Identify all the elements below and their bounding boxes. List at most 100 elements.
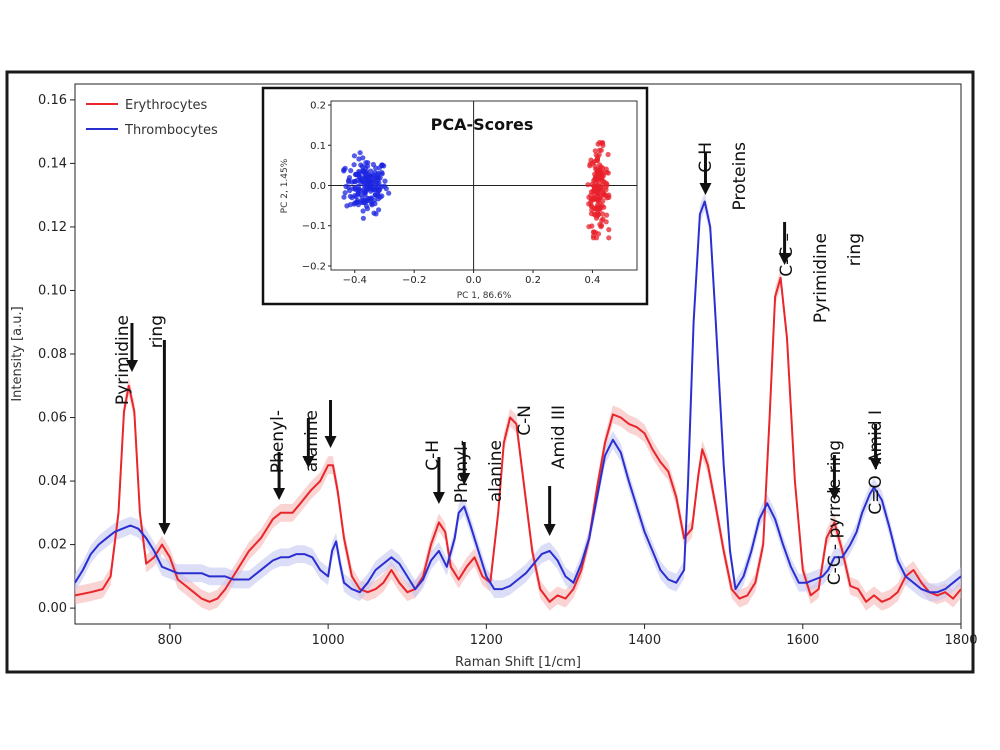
x-axis-label: Raman Shift [1/cm] bbox=[455, 655, 581, 670]
inset-point-thrombocytes bbox=[342, 190, 348, 196]
annotation-arrow-head bbox=[543, 524, 556, 536]
inset-point-thrombocytes bbox=[349, 195, 355, 201]
y-axis-label: Intensity [a.u.] bbox=[10, 306, 25, 401]
inset-point-thrombocytes bbox=[341, 194, 347, 200]
inset-point-thrombocytes bbox=[353, 186, 359, 192]
annotation-text: alanine bbox=[302, 410, 322, 472]
inset-point-erythrocytes bbox=[597, 162, 603, 168]
inset-point-erythrocytes bbox=[591, 229, 597, 235]
inset-point-erythrocytes bbox=[600, 216, 606, 222]
inset-point-thrombocytes bbox=[376, 207, 382, 213]
inset-y-tick-label: −0.1 bbox=[302, 221, 326, 232]
annotation-text: Proteins bbox=[730, 142, 750, 211]
inset-point-thrombocytes bbox=[346, 185, 352, 191]
inset-x-label: PC 1, 86.6% bbox=[457, 291, 512, 301]
inset-point-thrombocytes bbox=[352, 200, 358, 206]
y-axis-ticks: 0.00 0.02 0.04 0.06 0.08 0.10 0.12 0.14 0.16 bbox=[38, 93, 75, 616]
inset-point-erythrocytes bbox=[594, 172, 600, 179]
inset-x-tick-label: −0.4 bbox=[343, 275, 367, 286]
inset-x-ticks: −0.4 −0.2 0.0 0.2 0.4 bbox=[343, 270, 600, 286]
inset-point-thrombocytes bbox=[373, 211, 379, 217]
annotation-arrow-head bbox=[324, 436, 337, 448]
inset-point-erythrocytes bbox=[601, 204, 607, 210]
inset-point-thrombocytes bbox=[371, 187, 377, 193]
inset-point-thrombocytes bbox=[364, 206, 371, 212]
inset-point-erythrocytes bbox=[593, 204, 600, 210]
series-line-thrombocytes bbox=[74, 200, 962, 594]
inset-point-erythrocytes bbox=[600, 198, 606, 204]
inset-y-tick-label: 0.0 bbox=[310, 181, 326, 192]
annotation-text: alanine bbox=[486, 440, 506, 502]
inset-y-ticks: 0.2 0.1 0.0 −0.1 −0.2 bbox=[302, 101, 331, 272]
inset-point-erythrocytes bbox=[588, 211, 595, 217]
inset-y-tick-label: −0.2 bbox=[302, 261, 326, 272]
inset-x-tick-label: −0.2 bbox=[402, 275, 426, 286]
x-axis-ticks: 800 1000 1200 1400 1600 1800 bbox=[158, 624, 978, 648]
inset-point-erythrocytes bbox=[599, 175, 605, 181]
legend-label-erythrocytes: Erythrocytes bbox=[125, 98, 208, 113]
inset-point-erythrocytes bbox=[590, 160, 596, 166]
annotation-arrow-head bbox=[432, 492, 445, 504]
x-tick-label: 800 bbox=[158, 633, 183, 648]
annotation-ch-1: C-H bbox=[423, 440, 445, 504]
inset-point-erythrocytes bbox=[597, 147, 603, 153]
inset-point-thrombocytes bbox=[382, 178, 388, 184]
inset-point-erythrocytes bbox=[600, 192, 607, 198]
inset-point-thrombocytes bbox=[364, 163, 371, 169]
inset-point-thrombocytes bbox=[363, 180, 369, 186]
annotation-text: Pyrimidine bbox=[113, 315, 133, 405]
legend-label-thrombocytes: Thrombocytes bbox=[124, 123, 218, 138]
annotation-pyrimidine-ring-1: Pyrimidine ring bbox=[113, 315, 171, 535]
inset-x-tick-label: 0.2 bbox=[525, 275, 541, 286]
annotation-cc-pyrimidine: C-C – Pyrimidine ring bbox=[777, 222, 865, 323]
inset-x-tick-label: 0.4 bbox=[584, 275, 600, 286]
y-tick-label: 0.08 bbox=[38, 347, 67, 362]
inset-point-thrombocytes bbox=[341, 167, 347, 173]
inset-point-erythrocytes bbox=[588, 199, 594, 205]
x-tick-label: 1400 bbox=[628, 633, 661, 648]
inset-point-thrombocytes bbox=[360, 155, 366, 161]
inset-point-thrombocytes bbox=[356, 156, 362, 162]
annotation-text: Pyrimidine bbox=[811, 233, 831, 323]
inset-y-tick-label: 0.2 bbox=[310, 101, 326, 112]
annotation-arrow-head bbox=[828, 488, 841, 500]
annotation-arrow-head bbox=[778, 253, 791, 265]
annotation-arrow-head bbox=[869, 458, 882, 470]
x-tick-label: 1800 bbox=[944, 633, 977, 648]
y-tick-label: 0.02 bbox=[38, 538, 67, 553]
y-tick-label: 0.06 bbox=[38, 411, 67, 426]
inset-point-thrombocytes bbox=[356, 168, 362, 175]
inset-point-thrombocytes bbox=[381, 183, 387, 189]
inset-point-erythrocytes bbox=[605, 151, 611, 158]
series-line-erythrocytes bbox=[74, 276, 962, 603]
inset-scatter-points bbox=[341, 139, 612, 241]
annotation-text: C-N bbox=[515, 405, 535, 436]
annotation-text: ring bbox=[845, 233, 865, 266]
peak-annotations: Pyrimidine ring Phenyl-alanine C-H Phenyl-al… bbox=[113, 142, 886, 585]
annotation-cc-pyrrole: C-C - pyrrole ring bbox=[825, 440, 845, 585]
legend: Erythrocytes Thrombocytes bbox=[86, 98, 218, 138]
inset-point-erythrocytes bbox=[606, 235, 612, 241]
annotation-arrow-head bbox=[302, 456, 315, 468]
annotation-text: Phenyl- bbox=[268, 410, 288, 473]
inset-point-erythrocytes bbox=[604, 212, 610, 218]
inset-point-erythrocytes bbox=[598, 224, 604, 230]
inset-point-thrombocytes bbox=[346, 177, 352, 183]
band-thrombocytes bbox=[75, 192, 961, 602]
inset-point-erythrocytes bbox=[600, 170, 606, 176]
x-tick-label: 1600 bbox=[786, 633, 819, 648]
inset-point-thrombocytes bbox=[368, 168, 374, 174]
inset-point-thrombocytes bbox=[362, 191, 368, 197]
inset-point-erythrocytes bbox=[593, 157, 600, 163]
inset-point-erythrocytes bbox=[591, 188, 597, 194]
annotation-arrow-head bbox=[273, 488, 286, 500]
inset-point-thrombocytes bbox=[351, 153, 357, 159]
inset-point-erythrocytes bbox=[585, 182, 591, 188]
inset-point-thrombocytes bbox=[373, 165, 379, 171]
inset-x-tick-label: 0.0 bbox=[466, 275, 482, 286]
annotation-arrow-head bbox=[158, 523, 171, 535]
inset-point-erythrocytes bbox=[593, 235, 600, 241]
inset-point-erythrocytes bbox=[592, 148, 598, 154]
inset-point-erythrocytes bbox=[595, 187, 601, 193]
